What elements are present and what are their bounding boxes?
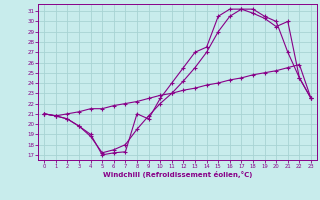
X-axis label: Windchill (Refroidissement éolien,°C): Windchill (Refroidissement éolien,°C)	[103, 171, 252, 178]
